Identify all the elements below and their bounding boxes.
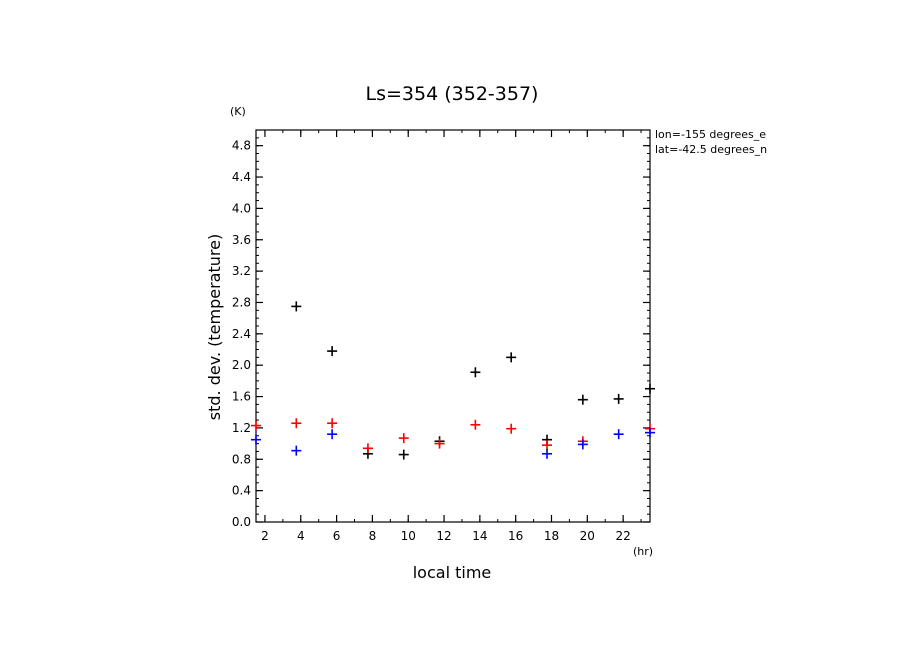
data-point — [542, 448, 553, 459]
plot-frame — [255, 129, 651, 523]
data-point — [577, 394, 588, 405]
data-point — [251, 434, 261, 445]
data-point — [251, 420, 261, 431]
data-point — [542, 440, 553, 451]
data-point — [327, 346, 338, 357]
annotation-lat: lat=-42.5 degrees_n — [655, 143, 767, 156]
data-point — [291, 418, 302, 429]
y-tick-label: 0.8 — [232, 452, 251, 466]
data-point — [327, 418, 338, 429]
annotation-lon: lon=-155 degrees_e — [655, 128, 766, 141]
y-tick-label: 3.6 — [232, 233, 251, 247]
y-tick-label: 2.0 — [232, 358, 251, 372]
data-point — [362, 443, 373, 454]
data-point — [613, 393, 624, 404]
data-point — [645, 427, 655, 438]
data-point — [327, 429, 338, 440]
x-tick-label: 8 — [369, 529, 377, 543]
x-unit-label: (hr) — [633, 545, 653, 558]
data-point — [613, 429, 624, 440]
data-point — [291, 301, 302, 312]
chart-title: Ls=354 (352-357) — [366, 83, 539, 105]
y-axis-label: std. dev. (temperature) — [205, 234, 224, 420]
y-tick-label: 4.8 — [232, 139, 251, 153]
x-tick-label: 4 — [297, 529, 305, 543]
data-point — [506, 352, 517, 363]
x-tick-label: 12 — [436, 529, 451, 543]
y-tick-label: 0.4 — [232, 484, 251, 498]
x-tick-label: 10 — [401, 529, 416, 543]
y-tick-label: 3.2 — [232, 264, 251, 278]
data-point — [577, 439, 588, 450]
x-axis-label: local time — [413, 563, 492, 582]
data-point — [470, 419, 481, 430]
y-tick-label: 1.2 — [232, 421, 251, 435]
y-unit-label: (K) — [230, 105, 246, 118]
y-tick-label: 0.0 — [232, 515, 251, 529]
data-point — [291, 445, 302, 456]
y-tick-label: 2.4 — [232, 327, 251, 341]
x-tick-label: 20 — [580, 529, 595, 543]
data-point — [470, 367, 481, 378]
data-point — [506, 423, 517, 434]
y-tick-label: 4.4 — [232, 170, 251, 184]
data-point — [398, 449, 409, 460]
data-point — [398, 433, 409, 444]
x-tick-label: 22 — [615, 529, 630, 543]
data-points — [251, 301, 655, 460]
plot-axes: 0.0 0.4 0.8 1.2 1.6 2.0 2.4 2.8 3.2 3.6 4.0 4.4 4.8 2… — [232, 129, 651, 543]
y-tick-label: 1.6 — [232, 390, 251, 404]
x-tick-label: 14 — [472, 529, 487, 543]
x-tick-label: 18 — [544, 529, 559, 543]
x-tick-label: 6 — [333, 529, 341, 543]
y-tick-label: 4.0 — [232, 201, 251, 215]
x-tick-label: 2 — [261, 529, 269, 543]
data-point — [434, 438, 445, 449]
x-tick-label: 16 — [508, 529, 523, 543]
data-point — [645, 383, 655, 394]
y-tick-label: 2.8 — [232, 295, 251, 309]
